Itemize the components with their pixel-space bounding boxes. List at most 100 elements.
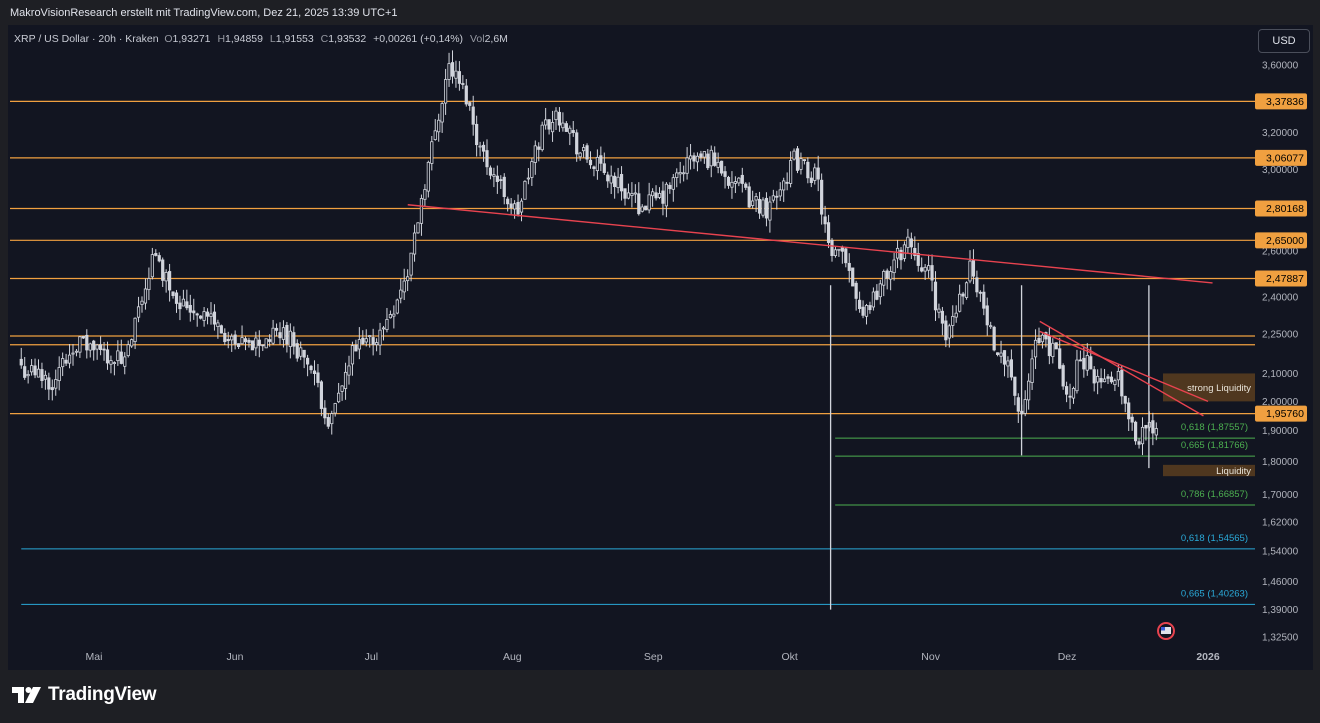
y-axis-tick-label: 2,10000 (1262, 369, 1299, 380)
flag-event-icon (1161, 627, 1165, 631)
candle-body (1082, 357, 1086, 370)
candle-body (623, 188, 627, 199)
candle-body (385, 319, 389, 330)
candle-body (564, 123, 568, 132)
candle-body (50, 387, 54, 391)
candle-body (340, 385, 344, 392)
candle-body (123, 356, 127, 367)
trendline (1039, 320, 1204, 417)
candle-body (806, 161, 810, 179)
tradingview-brand: TradingView (48, 684, 157, 705)
candle-body (488, 167, 493, 176)
candle-body (23, 366, 27, 378)
candle-body (130, 339, 134, 347)
candle-body (174, 292, 179, 304)
candle-body (575, 132, 579, 155)
x-axis-tick-label: Jun (226, 651, 243, 663)
candle-body (595, 156, 599, 172)
tradingview-logo[interactable]: TradingView (12, 684, 157, 706)
candle-body (647, 194, 651, 211)
candle-body (788, 160, 793, 184)
candle-body (216, 322, 220, 327)
candle-body (54, 379, 58, 389)
candle-body (374, 342, 379, 346)
candle-body (851, 267, 855, 287)
candle-body (1030, 358, 1034, 383)
candle-body (1133, 421, 1138, 442)
candle-body (940, 310, 944, 324)
y-axis-tick-label: 1,90000 (1262, 426, 1299, 437)
candle-body (205, 311, 210, 317)
candle-body (699, 153, 703, 158)
candle-body (64, 359, 68, 364)
candle-body (768, 201, 772, 221)
candle-body (509, 203, 513, 208)
candle-body (202, 311, 206, 321)
price-tag (1255, 93, 1307, 110)
candle-body (678, 172, 682, 175)
volume-key: Vol (469, 33, 485, 45)
candle-body (606, 174, 610, 182)
y-axis-tick-label: 1,70000 (1262, 490, 1299, 501)
candle-body (1013, 376, 1017, 396)
candle-body (257, 339, 261, 346)
candle-body (326, 417, 330, 427)
candle-body (920, 267, 924, 272)
candle-body (1096, 375, 1100, 383)
price-tag-label: 2,80168 (1266, 203, 1304, 215)
candle-body (409, 252, 413, 276)
candle-body (989, 325, 993, 328)
candle-body (633, 192, 637, 195)
candle-body (809, 177, 813, 183)
chart-area[interactable] (8, 25, 1313, 670)
candle-body (1054, 342, 1058, 350)
candle-body (926, 265, 931, 271)
candle-body (347, 365, 351, 376)
candle-body (105, 349, 110, 364)
candle-body (1123, 395, 1127, 404)
candle-body (268, 339, 272, 342)
candle-body (85, 334, 89, 351)
candle-body (702, 151, 706, 158)
candle-body (195, 313, 199, 316)
candle-body (906, 236, 910, 248)
candle-body (188, 305, 192, 313)
candle-body (71, 352, 75, 355)
candle-body (878, 283, 882, 298)
y-axis-tick-label: 1,62000 (1262, 517, 1299, 528)
liquidity-zone-label: Liquidity (1216, 466, 1251, 477)
candle-body (499, 179, 503, 181)
candle-body (254, 337, 258, 349)
candle-body (540, 124, 544, 151)
candle-body (785, 181, 789, 184)
candle-body (795, 148, 800, 171)
candle-body (302, 349, 306, 358)
price-tag-label: 3,37836 (1266, 96, 1304, 108)
candle-body (371, 337, 375, 345)
x-axis-tick-label: Dez (1058, 651, 1077, 663)
candle-body (637, 193, 641, 215)
candle-body (719, 160, 724, 174)
candle-body (330, 413, 334, 425)
candle-body (288, 330, 292, 347)
candle-body (830, 239, 834, 256)
candle-body (305, 357, 310, 365)
candle-body (354, 344, 358, 352)
price-tag-label: 3,06077 (1266, 152, 1304, 164)
candle-body (1047, 335, 1051, 357)
candle-body (481, 144, 486, 152)
candle-body (133, 317, 137, 342)
x-axis-tick-label: 2026 (1196, 651, 1220, 663)
currency-button[interactable]: USD (1258, 29, 1310, 53)
candle-body (381, 327, 386, 330)
candle-body (1092, 369, 1096, 384)
price-tag (1255, 149, 1307, 166)
candle-body (243, 338, 248, 343)
candle-body (150, 254, 154, 278)
candle-body (685, 157, 689, 174)
candle-body (833, 249, 838, 257)
candle-body (864, 305, 869, 317)
candle-body (982, 291, 986, 309)
candle-body (619, 174, 624, 192)
